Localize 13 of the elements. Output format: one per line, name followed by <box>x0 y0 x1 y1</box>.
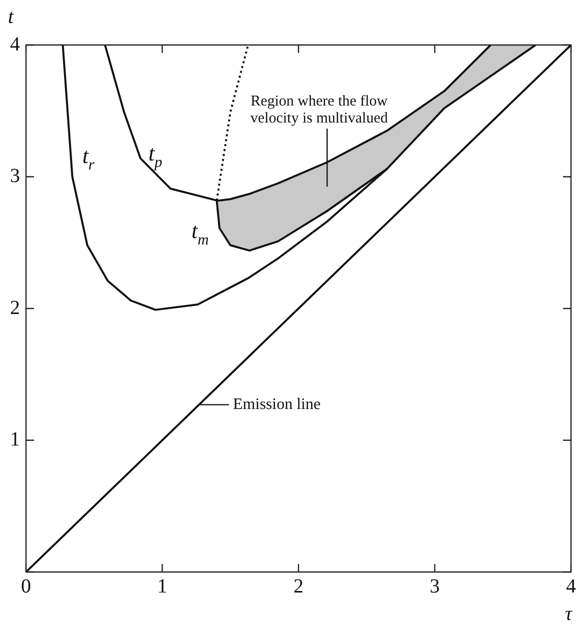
x-tick-label: 4 <box>566 575 576 598</box>
x-tick-label: 0 <box>21 575 31 598</box>
y-tick-label: 4 <box>10 33 20 56</box>
annotation: Region where the flow velocity is multivalued <box>250 94 388 127</box>
y-axis-title: t <box>8 6 14 28</box>
annotation: Emission line <box>233 396 321 413</box>
y-tick-label: 1 <box>10 428 20 450</box>
y-tick-label: 2 <box>10 296 20 319</box>
y-tick-label: 3 <box>10 165 20 187</box>
x-tick-label: 1 <box>157 575 168 598</box>
x-tick-label: 3 <box>430 575 440 598</box>
x-tick-label: 2 <box>294 575 304 598</box>
x-axis-title: τ <box>565 603 573 625</box>
